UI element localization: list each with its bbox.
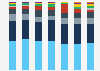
Bar — [87, 4, 94, 6]
Bar — [35, 10, 42, 17]
Bar — [9, 2, 16, 3]
Bar — [48, 4, 55, 7]
Bar — [48, 41, 55, 70]
Bar — [48, 20, 55, 41]
Bar — [35, 22, 42, 41]
Bar — [61, 24, 68, 44]
Bar — [48, 7, 55, 10]
Bar — [74, 4, 81, 7]
Bar — [87, 12, 94, 18]
Bar — [87, 2, 94, 3]
Bar — [87, 18, 94, 24]
Bar — [9, 9, 16, 14]
Bar — [74, 44, 81, 70]
Bar — [87, 24, 94, 43]
Bar — [61, 13, 68, 18]
Bar — [74, 7, 81, 9]
Bar — [22, 9, 29, 14]
Bar — [35, 41, 42, 70]
Bar — [74, 9, 81, 13]
Bar — [87, 3, 94, 4]
Bar — [74, 18, 81, 24]
Bar — [74, 13, 81, 18]
Bar — [35, 17, 42, 22]
Bar — [22, 20, 29, 39]
Bar — [61, 3, 68, 4]
Bar — [22, 14, 29, 20]
Bar — [35, 2, 42, 3]
Bar — [61, 44, 68, 70]
Bar — [61, 18, 68, 24]
Bar — [48, 2, 55, 3]
Bar — [61, 1, 68, 3]
Bar — [48, 16, 55, 20]
Bar — [87, 8, 94, 10]
Bar — [9, 41, 16, 70]
Bar — [74, 24, 81, 44]
Bar — [87, 43, 94, 70]
Bar — [22, 5, 29, 6]
Bar — [9, 14, 16, 21]
Bar — [9, 4, 16, 5]
Bar — [74, 3, 81, 4]
Bar — [22, 2, 29, 3]
Bar — [22, 6, 29, 9]
Bar — [9, 5, 16, 7]
Bar — [61, 4, 68, 13]
Bar — [22, 39, 29, 70]
Bar — [87, 10, 94, 12]
Bar — [35, 3, 42, 4]
Bar — [74, 2, 81, 3]
Bar — [87, 6, 94, 8]
Bar — [35, 4, 42, 5]
Bar — [9, 7, 16, 9]
Bar — [35, 5, 42, 10]
Bar — [48, 10, 55, 16]
Bar — [48, 3, 55, 4]
Bar — [9, 21, 16, 41]
Bar — [22, 3, 29, 5]
Bar — [9, 3, 16, 4]
